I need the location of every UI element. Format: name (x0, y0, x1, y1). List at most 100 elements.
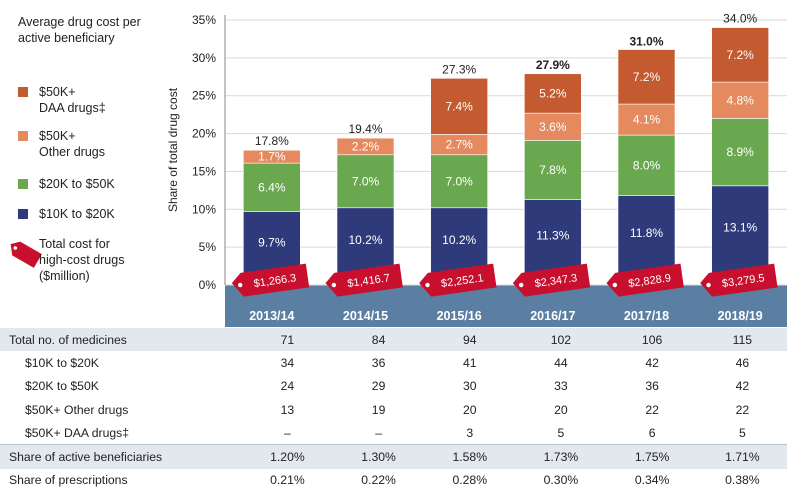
table-cell: 13 (280, 402, 295, 417)
table-cell: 29 (371, 379, 386, 394)
data-label: 10.2% (442, 233, 476, 247)
table-cell: 33 (554, 379, 568, 394)
cost-tag: $2,252.1 (419, 263, 497, 297)
legend-label-line: $50K+ (39, 129, 76, 143)
y-axis-label: Share of total drug cost (166, 87, 180, 213)
table-cell: 1.30% (333, 444, 425, 469)
table-cell: 34 (280, 355, 295, 370)
bar-segment (711, 118, 769, 187)
data-label: 4.8% (726, 93, 754, 107)
table-cell: 42 (645, 355, 659, 370)
table-cell: 106 (606, 328, 698, 352)
cost-tag-shape (325, 263, 403, 297)
row-label: $50K+ Other drugs (25, 402, 129, 417)
cost-tag-hole (425, 282, 430, 288)
data-label: 8.0% (633, 158, 661, 172)
table-cell: 102 (515, 328, 607, 352)
table-cell: 94 (424, 328, 516, 352)
bar-segment (243, 162, 301, 212)
total-label: 34.0% (723, 12, 757, 26)
y-tick-label: 20% (192, 127, 216, 141)
bar-segment (711, 81, 769, 119)
total-label: 17.8% (255, 134, 289, 148)
cost-tag-label: $2,347.3 (534, 272, 578, 290)
cost-tag-label: $1,416.7 (347, 272, 391, 290)
table-cell: 0.28% (452, 473, 488, 488)
legend-swatch (18, 179, 28, 189)
y-tick-label: 30% (192, 51, 216, 65)
table-cell: – (375, 425, 382, 440)
table-cell: 3 (466, 425, 474, 440)
data-label: 7.2% (633, 70, 661, 84)
table-cell: 19 (371, 402, 386, 417)
bar-segment (430, 78, 488, 135)
table-cell: 20 (462, 402, 477, 417)
legend-label: Total cost for high-cost drugs ($million… (39, 237, 125, 283)
cost-tag: $1,416.7 (325, 263, 403, 297)
table-cell: 1.75% (606, 444, 698, 469)
total-label: 27.3% (442, 62, 476, 76)
table-cell: 41 (462, 355, 477, 370)
data-label: 3.6% (539, 120, 567, 134)
table-cell: 22 (645, 402, 659, 417)
cost-tag-hole (237, 282, 243, 288)
table-cell: 36 (645, 379, 659, 394)
data-label: 11.3% (536, 228, 569, 242)
table-row: Share of active beneficiaries 1.20% 1.30% 1… (0, 444, 787, 469)
legend-label: $10K to $20K (39, 206, 159, 222)
stacked-bar-chart: 0% 5% 10% 15% 20% 25% 30% 35% 9.7% 6.4% 1.7% 17.8% $… (192, 12, 787, 327)
row-label: $50K+ DAA drugs‡ (25, 425, 130, 440)
data-label: 2.2% (352, 139, 380, 153)
y-tick-label: 5% (199, 240, 217, 254)
table-cell: 1.58% (424, 444, 516, 469)
table-cell: 0.38% (725, 473, 760, 488)
bar-segment (243, 149, 301, 164)
legend-label: $50K+ Other drugs (39, 128, 159, 160)
legend-label: $50K+ DAA drugs‡ (39, 84, 159, 116)
x-tick-label: 2016/17 (530, 309, 575, 323)
row-label: Share of prescriptions (9, 473, 128, 488)
legend-label-line: Other drugs (39, 145, 106, 159)
y-tick-label: 25% (192, 89, 216, 103)
cost-tag: $2,828.9 (606, 263, 684, 297)
cost-tag-shape (419, 263, 497, 297)
legend-swatch (18, 131, 28, 141)
legend-swatch (18, 87, 28, 97)
table-cell: 44 (554, 355, 568, 370)
x-tick-label: 2017/18 (624, 309, 669, 323)
bar-segment (617, 49, 676, 105)
legend-swatch (18, 209, 28, 219)
x-tick-label: 2015/16 (437, 309, 482, 323)
table-cell: 6 (648, 425, 656, 440)
data-label: 11.8% (630, 226, 663, 240)
legend-label: $20K to $50K (39, 176, 159, 192)
cost-tag: $3,279.5 (700, 263, 778, 297)
x-tick-label: 2014/15 (343, 309, 388, 323)
tag-icon (10, 241, 42, 268)
data-label: 7.0% (445, 174, 473, 188)
cost-tag-hole (612, 282, 618, 288)
table-row: $50K+ Other drugs 13 19 20 20 22 22 (0, 398, 787, 421)
table-cell: 1.73% (515, 444, 607, 469)
cost-tag-hole (518, 282, 524, 288)
bar-segment (711, 27, 769, 83)
legend-label-line: $20K to $50K (39, 177, 115, 191)
table-cell: 0.21% (270, 473, 305, 488)
total-label: 19.4% (348, 122, 382, 136)
y-tick-label: 35% (192, 13, 216, 27)
table-cell: 0.34% (634, 473, 670, 488)
data-label: 10.2% (348, 233, 382, 247)
cost-tag-label: $3,279.5 (721, 272, 765, 290)
table-cell: 36 (371, 355, 386, 370)
table-cell: 0.22% (361, 473, 396, 488)
table-row: $50K+ DAA drugs‡ – – 3 5 6 5 (0, 421, 787, 445)
row-label: Share of active beneficiaries (0, 444, 242, 469)
cost-tag-shape (606, 263, 684, 297)
cost-tag-shape (700, 263, 778, 297)
data-label: 8.9% (726, 145, 754, 159)
bar-segment (524, 73, 582, 114)
cost-tag-hole (331, 282, 337, 288)
data-label: 5.2% (539, 86, 567, 100)
bar-segment (617, 103, 676, 136)
bar-segment (430, 154, 488, 209)
